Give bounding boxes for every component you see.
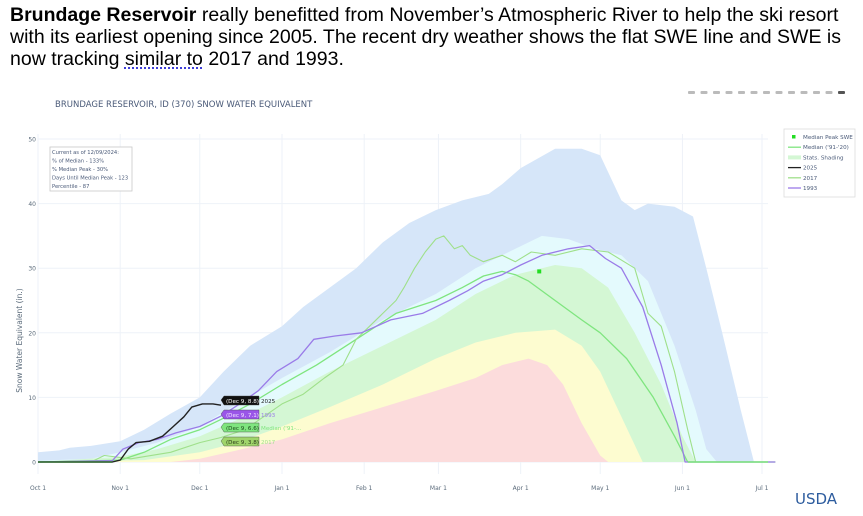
swe-chart: BRUNDAGE RESERVOIR, ID (370) SNOW WATER … [15,91,856,508]
x-tick-label: Nov 1 [111,485,129,492]
autoscale-icon[interactable] [775,91,783,94]
legend: Median Peak SWE Median ('91-'20) Stats. Sh… [783,128,856,198]
legend-marker-icon[interactable] [792,135,796,139]
series-lines [37,235,776,463]
series-line-1993[interactable] [37,244,776,463]
series-line-2017[interactable] [38,235,776,463]
hover-label-name: 2025 [261,399,276,405]
camera-icon[interactable] [688,91,695,94]
x-tick-label: Apr 1 [513,485,529,492]
median-peak-marker[interactable] [537,269,542,274]
info-box-line: Percentile - 87 [52,184,89,190]
stats-bands [38,148,776,462]
x-tick-label: Mar 1 [430,485,447,492]
y-tick-label: 0 [32,460,36,467]
x-tick-label: Feb 1 [356,485,373,492]
reset-axes-icon[interactable] [788,91,795,94]
x-axis: Oct 1 Nov 1 Dec 1 Jan 1 Feb 1 Mar 1 Apr 1 May 1… [30,485,769,492]
x-tick-label: May 1 [591,485,609,492]
zoom-in-icon[interactable] [750,91,758,94]
modebar [688,91,845,94]
hover-label-box [220,395,260,406]
hover-label-name: Median ('91-... [261,426,302,432]
y-tick-label: 20 [28,330,36,337]
zoom-icon[interactable] [700,91,708,94]
hover-label-name: 1993 [261,413,276,419]
info-box-line: Days Until Median Peak - 123 [52,176,128,182]
hover-labels: (Dec 9, 8.8) 2025 (Dec 9, 7.1) 1993 (Dec 9, … [220,395,302,447]
hover-compare-icon[interactable] [825,91,833,94]
info-box-line: Current as of 12/09/2024: [52,150,119,156]
hover-label-value: (Dec 9, 8.8) [226,399,259,405]
zoom-out-icon[interactable] [763,91,770,94]
legend-entry-label[interactable]: Median ('91-'20) [803,145,849,151]
legend-entry-label[interactable]: 1993 [803,186,818,192]
hover-label-value: (Dec 9, 6.6) [226,426,259,432]
legend-entry-label[interactable]: 2017 [803,176,818,182]
series-line-2025[interactable] [38,403,222,463]
band-p30 [38,329,776,462]
y-axis-label: Snow Water Equivalent (in.) [15,288,24,392]
legend-band-icon[interactable] [788,155,801,160]
legend-frame [783,128,856,198]
x-tick-label: Jan 1 [273,485,289,492]
pan-icon[interactable] [713,91,720,94]
caption-station-name: Brundage Reservoir [10,4,197,26]
caption: Brundage Reservoir really benefitted fro… [10,4,855,70]
plotly-logo-icon[interactable] [838,91,845,94]
hover-label-box [220,422,260,433]
hover-label-box [220,436,260,447]
y-tick-label: 40 [28,201,36,208]
info-box-line: % of Median - 133% [52,159,104,165]
y-tick-label: 30 [28,266,36,273]
hover-closest-icon[interactable] [813,91,820,94]
info-box-line: % Median Peak - 30% [52,167,108,173]
y-tick-label: 50 [28,137,36,144]
usda-logo: USDA [795,490,838,508]
hover-label-value: (Dec 9, 3.8) [226,440,259,446]
box-select-icon[interactable] [725,91,733,94]
caption-text: really benefitted from November’s Atmosp… [10,4,841,70]
x-tick-label: Dec 1 [191,485,209,492]
caption-link[interactable]: similar to [124,48,203,70]
chart-title: BRUNDAGE RESERVOIR, ID (370) SNOW WATER … [55,100,313,110]
x-tick-label: Jun 1 [674,485,690,492]
series-line-median-91-20[interactable] [37,270,776,463]
info-box-frame [49,146,133,192]
legend-entry-label[interactable]: 2025 [803,166,818,172]
legend-entry-label[interactable]: Stats. Shading [803,155,844,161]
band-p10 [38,358,776,462]
info-box: Current as of 12/09/2024: % of Median - 1… [49,146,133,192]
x-tick-label: Oct 1 [30,485,46,492]
hover-label-value: (Dec 9, 7.1) [226,413,259,419]
y-axis: 0 10 20 30 40 50 [28,137,36,467]
y-tick-label: 10 [28,395,36,402]
spike-lines-icon[interactable] [800,91,808,94]
x-tick-label: Jul 1 [755,485,769,492]
caption-text-end: 2017 and 1993. [202,48,344,70]
hover-label-box [220,409,260,420]
legend-entry-label[interactable]: Median Peak SWE [803,135,853,141]
hover-label-name: 2017 [261,440,276,446]
lasso-icon[interactable] [738,91,745,94]
